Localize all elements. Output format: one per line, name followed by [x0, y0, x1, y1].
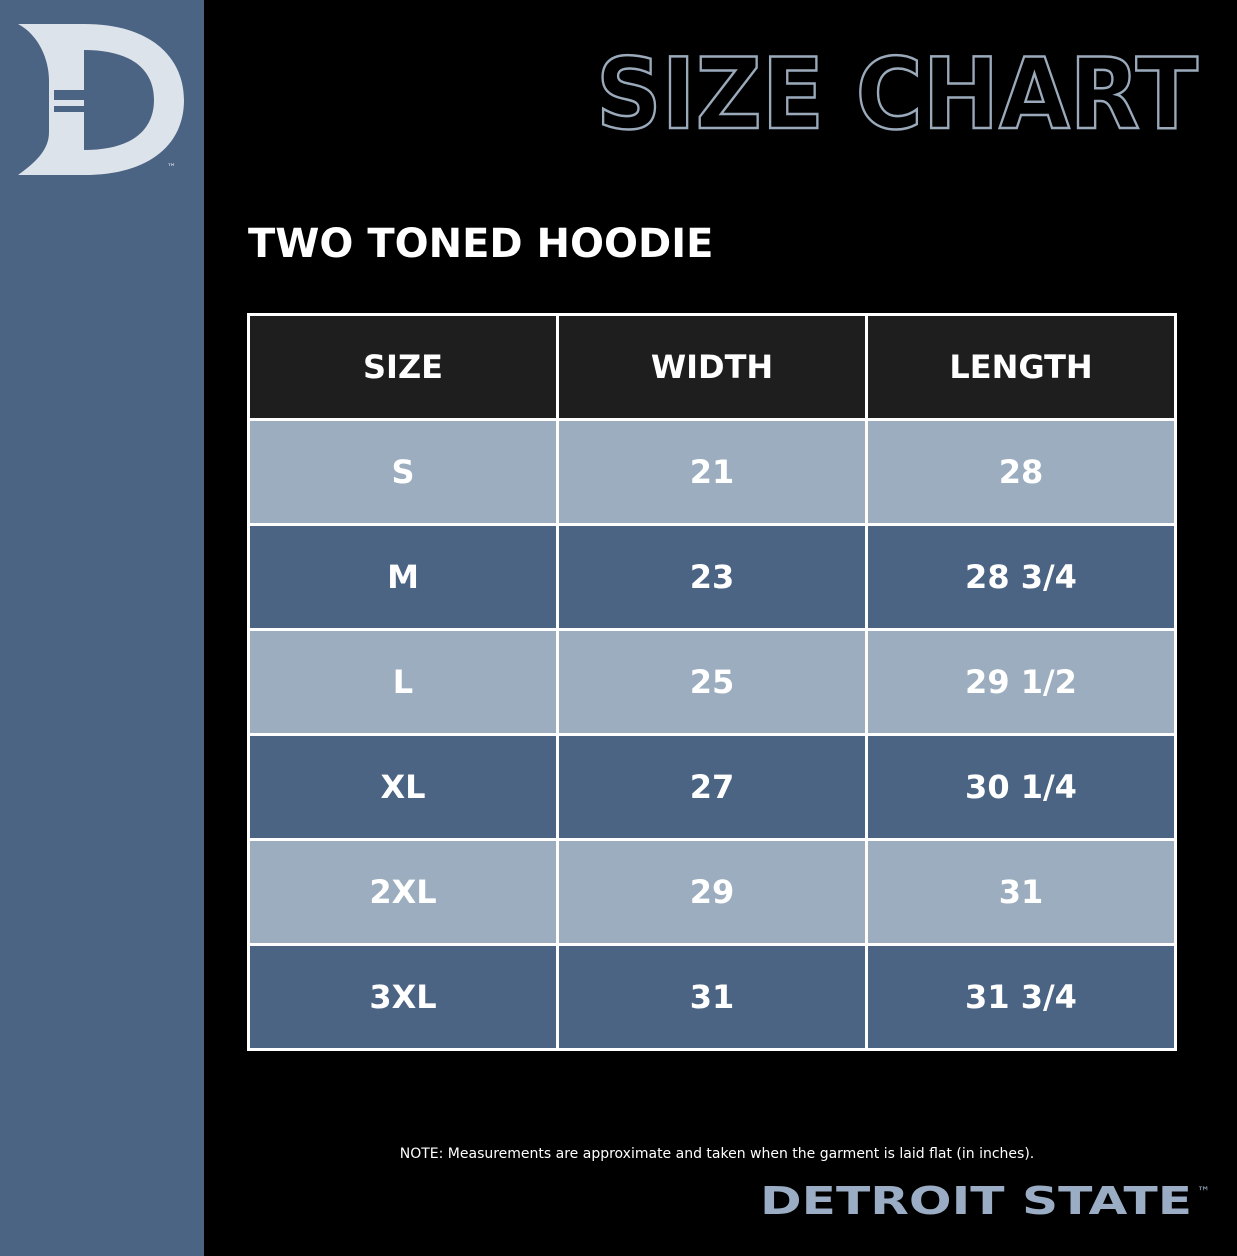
size-table: SIZE WIDTH LENGTH S 21 28 M 23 28 3/4 L 25 29 1/2 X…: [247, 313, 1177, 1051]
column-header: WIDTH: [556, 313, 868, 421]
table-row: S 21 28: [247, 418, 1177, 526]
table-cell: XL: [247, 733, 559, 841]
logo-tm: ™: [167, 163, 176, 173]
logo-stripe: [54, 90, 124, 100]
heading: SIZE CHART: [595, 40, 1200, 140]
table-cell: 31: [865, 838, 1177, 946]
header-row: SIZE WIDTH LENGTH: [247, 313, 1177, 421]
column-header: LENGTH: [865, 313, 1177, 421]
table-row: 3XL 31 31 3/4: [247, 943, 1177, 1051]
table-cell: L: [247, 628, 559, 736]
table-cell: 3XL: [247, 943, 559, 1051]
table-cell: S: [247, 418, 559, 526]
note: NOTE: Measurements are approximate and t…: [399, 1146, 1035, 1162]
table-row: M 23 28 3/4: [247, 523, 1177, 631]
table-cell: 25: [556, 628, 868, 736]
table-cell: 30 1/4: [865, 733, 1177, 841]
brand: DETROIT STATE ™: [760, 1179, 1210, 1223]
table-cell: 29: [556, 838, 868, 946]
column-header: SIZE: [247, 313, 559, 421]
table-cell: 27: [556, 733, 868, 841]
brand-name: DETROIT STATE: [760, 1179, 1192, 1223]
table-row: L 25 29 1/2: [247, 628, 1177, 736]
product-title: TWO TONED HOODIE: [248, 221, 714, 267]
table-cell: 23: [556, 523, 868, 631]
table-cell: 28 3/4: [865, 523, 1177, 631]
logo-stripe: [54, 106, 124, 112]
table-row: 2XL 29 31: [247, 838, 1177, 946]
logo-d: [18, 24, 184, 175]
sidebar: [0, 0, 204, 1256]
table-row: XL 27 30 1/4: [247, 733, 1177, 841]
table-cell: 29 1/2: [865, 628, 1177, 736]
table-cell: 31: [556, 943, 868, 1051]
heading-title: SIZE CHART: [596, 40, 1198, 140]
table-cell: 21: [556, 418, 868, 526]
table-cell: 31 3/4: [865, 943, 1177, 1051]
table-cell: 2XL: [247, 838, 559, 946]
table-cell: 28: [865, 418, 1177, 526]
table-cell: M: [247, 523, 559, 631]
brand-tm: ™: [1197, 1185, 1210, 1200]
logo: ™: [18, 24, 184, 175]
